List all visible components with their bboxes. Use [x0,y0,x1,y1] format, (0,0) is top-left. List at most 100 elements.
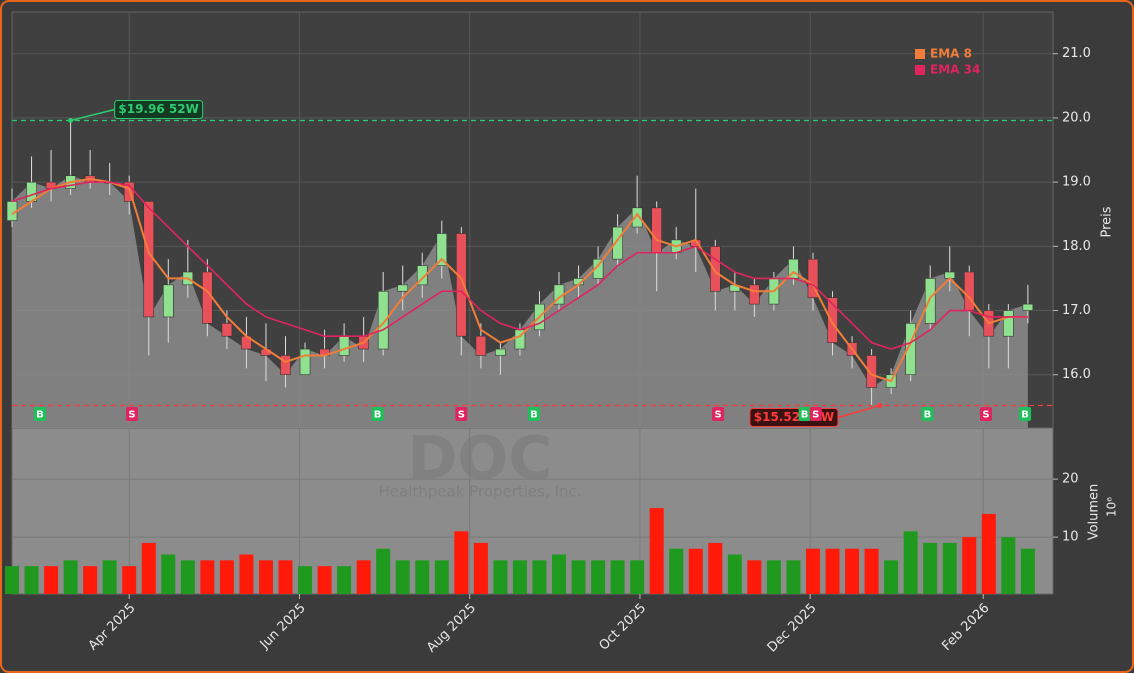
candle-body [377,290,389,350]
volume-bar [298,566,313,594]
volume-bar [337,566,352,594]
candle-body [924,278,936,324]
volume-bar [552,554,567,594]
volume-bar [962,537,977,594]
signal-marker [126,407,139,421]
y-tick-label: 20 [1062,472,1079,487]
volume-bar [141,542,156,594]
volume-bar [434,560,449,594]
candle-body [162,284,174,318]
volume-bar [884,560,899,594]
volume-bar [258,560,273,594]
candle-body [143,201,155,318]
volume-bar [786,560,801,594]
signal-label: B [36,410,44,421]
volume-bar [5,566,19,594]
signal-marker [980,407,993,421]
candle-body [338,335,350,356]
volume-bar [278,560,293,594]
candle-body [651,207,662,254]
volume-bar [493,560,508,594]
volume-bar [571,560,586,594]
volume-bar [24,566,39,594]
annotation-label: $15.52 52W [754,410,834,424]
volume-bar [825,548,840,594]
volume-bar [239,554,254,594]
candle-body [436,233,448,266]
y-tick-label: 18.0 [1062,239,1091,254]
volume-bar [102,560,117,594]
candle-body [1022,303,1034,311]
y-tick-label: 17.0 [1062,303,1091,318]
volume-bar [356,560,371,594]
volume-bar [63,560,78,594]
candle-body [221,323,233,337]
volume-bar [591,560,606,594]
signal-marker [712,407,725,421]
annotation-box [114,99,204,119]
watermark-ticker: DOC [408,424,553,494]
volume-bar [981,513,996,594]
candle-body [299,348,311,376]
volume-bar [44,566,59,594]
volume-bar [219,560,234,594]
y-tick-label: 19.0 [1062,175,1091,190]
candle-body [397,284,409,292]
volume-bar [649,508,664,594]
signal-marker [809,407,822,421]
annotation-point [68,117,74,123]
volume-bar [200,560,215,594]
signal-label: S [982,410,989,421]
volume-bar [317,566,332,594]
candle-body [827,297,838,343]
volume-bar [747,560,762,594]
signal-label: S [812,410,819,421]
candle-body [807,258,819,298]
volume-bar [923,542,938,594]
annotation-label: $19.96 52W [118,102,198,116]
signal-label: B [924,410,932,421]
signal-marker [527,407,540,421]
volume-bar [845,548,860,594]
candle-body [612,226,623,260]
volume-bar [669,548,684,594]
candle-body [866,355,877,388]
volume-bar [942,542,957,594]
candle-body [202,271,213,324]
ema-line [11,181,1028,350]
signal-marker [371,407,384,421]
volume-unit-label: 10⁶ [1105,497,1119,517]
candle-body [631,207,643,228]
volume-bar [766,560,781,594]
candle-body [592,258,604,279]
signal-label: B [1021,410,1029,421]
volume-bar [122,566,137,594]
volume-bar [415,560,430,594]
ema-line [11,177,1028,383]
signal-marker [921,407,934,421]
candle-body [475,335,487,356]
watermark-company: Healthpeak Properties, Inc. [379,483,582,501]
volume-bar [512,560,527,594]
volume-bar [864,548,879,594]
volume-bar [708,542,723,594]
volume-bar [1020,548,1035,594]
candle-body [1003,310,1014,337]
annotation-point [877,403,883,409]
annotation-arrow [70,108,115,122]
y-tick-label: 21.0 [1062,46,1091,61]
y-axis-label: Preis [1100,206,1115,237]
candle-body [963,271,975,311]
volume-bar [376,548,391,594]
signal-marker [455,407,468,421]
y-tick-label: 10 [1062,530,1079,545]
signal-marker [33,407,46,421]
legend-swatch [915,65,925,75]
volume-bar [473,542,488,594]
candle-body [416,265,428,286]
volume-bar [610,560,625,594]
volume-bar [903,531,918,594]
volume-bar [1001,537,1016,594]
signal-label: B [374,410,382,421]
